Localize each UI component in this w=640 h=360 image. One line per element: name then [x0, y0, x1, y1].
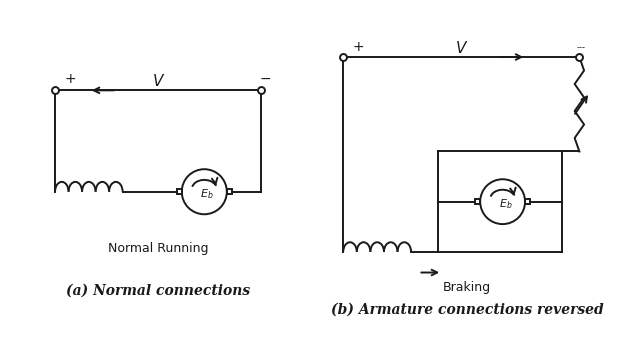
Text: (a) Normal connections: (a) Normal connections [66, 283, 250, 297]
Bar [525, 199, 531, 204]
Circle shape [480, 179, 525, 224]
Bar [177, 189, 182, 194]
Text: (b) Armature connections reversed: (b) Armature connections reversed [331, 302, 604, 316]
Text: −: − [259, 72, 271, 86]
Text: +: + [352, 40, 364, 54]
Text: ---: --- [577, 44, 586, 53]
Text: Normal Running: Normal Running [108, 242, 208, 255]
Text: $E_b$: $E_b$ [200, 187, 214, 201]
Bar [475, 199, 480, 204]
Text: V: V [456, 41, 467, 55]
Text: +: + [65, 72, 77, 86]
Circle shape [182, 169, 227, 214]
Text: Braking: Braking [443, 281, 492, 294]
Text: $E_b$: $E_b$ [499, 197, 513, 211]
Text: V: V [152, 74, 163, 89]
Bar [227, 189, 232, 194]
